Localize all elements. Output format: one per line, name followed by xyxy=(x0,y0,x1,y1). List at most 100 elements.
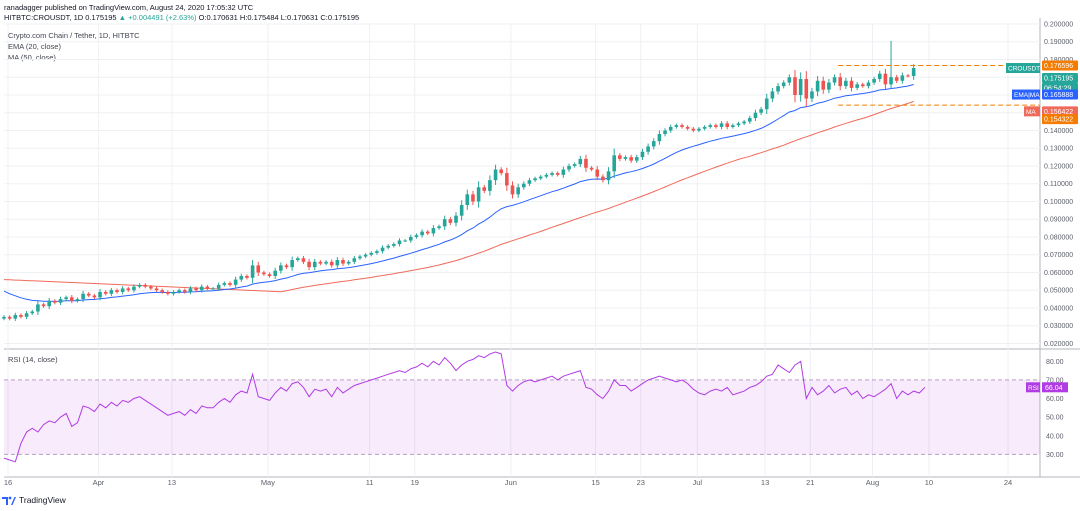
candle-body[interactable] xyxy=(465,194,470,206)
candle-body[interactable] xyxy=(177,290,181,292)
candle-body[interactable] xyxy=(132,286,136,291)
candle-body[interactable] xyxy=(256,265,261,273)
candle-body[interactable] xyxy=(7,316,12,319)
candle-body[interactable] xyxy=(770,91,775,99)
candle-body[interactable] xyxy=(301,258,306,262)
candle-body[interactable] xyxy=(222,283,227,285)
candle-body[interactable] xyxy=(160,290,164,292)
candle-body[interactable] xyxy=(380,247,385,252)
candle-body[interactable] xyxy=(488,180,492,191)
candle-body[interactable] xyxy=(324,261,328,264)
candle-body[interactable] xyxy=(527,180,532,184)
candle-body[interactable] xyxy=(499,169,503,174)
candle-body[interactable] xyxy=(674,125,679,127)
candle-body[interactable] xyxy=(194,288,198,291)
candle-body[interactable] xyxy=(584,158,588,168)
candle-body[interactable] xyxy=(64,297,68,300)
candle-body[interactable] xyxy=(30,311,35,314)
candle-body[interactable] xyxy=(849,80,854,88)
candle-body[interactable] xyxy=(714,125,718,127)
candle-body[interactable] xyxy=(804,79,809,99)
rsi-line[interactable] xyxy=(3,351,926,463)
candle-body[interactable] xyxy=(352,258,357,262)
candle-body[interactable] xyxy=(205,286,210,289)
candle-body[interactable] xyxy=(844,80,848,87)
candle-body[interactable] xyxy=(284,265,289,268)
candle-body[interactable] xyxy=(561,169,566,175)
candle-body[interactable] xyxy=(448,219,453,223)
candle-body[interactable] xyxy=(764,98,769,110)
candle-body[interactable] xyxy=(889,77,893,85)
candle-body[interactable] xyxy=(646,146,650,152)
candle-body[interactable] xyxy=(911,68,916,76)
candle-body[interactable] xyxy=(651,141,656,147)
candle-body[interactable] xyxy=(335,260,340,266)
candle-body[interactable] xyxy=(341,260,345,264)
candle-body[interactable] xyxy=(832,77,837,83)
candle-body[interactable] xyxy=(154,288,159,291)
candle-body[interactable] xyxy=(250,265,255,278)
candle-body[interactable] xyxy=(900,75,905,81)
candle-body[interactable] xyxy=(883,73,888,85)
candle-body[interactable] xyxy=(279,265,283,271)
candle-body[interactable] xyxy=(827,82,831,90)
candle-body[interactable] xyxy=(906,75,910,77)
candle-body[interactable] xyxy=(697,128,701,131)
ema-20-line[interactable] xyxy=(3,84,914,302)
candle-body[interactable] xyxy=(318,261,323,264)
candle-body[interactable] xyxy=(397,240,402,245)
candle-body[interactable] xyxy=(183,290,187,292)
candle-body[interactable] xyxy=(375,251,379,253)
candle-body[interactable] xyxy=(409,236,413,241)
candle-body[interactable] xyxy=(262,272,266,275)
candle-body[interactable] xyxy=(708,125,713,127)
candle-body[interactable] xyxy=(166,291,170,294)
candle-body[interactable] xyxy=(742,121,746,124)
candle-body[interactable] xyxy=(239,276,244,280)
candle-body[interactable] xyxy=(668,126,673,131)
candle-body[interactable] xyxy=(550,173,554,175)
candle-body[interactable] xyxy=(719,123,724,127)
candle-body[interactable] xyxy=(691,128,696,131)
candle-body[interactable] xyxy=(872,79,876,83)
candle-body[interactable] xyxy=(386,245,390,248)
candle-body[interactable] xyxy=(363,254,368,257)
candle-body[interactable] xyxy=(606,171,611,181)
candle-body[interactable] xyxy=(685,126,690,129)
candle-body[interactable] xyxy=(403,240,407,242)
candle-body[interactable] xyxy=(437,226,441,229)
candle-body[interactable] xyxy=(635,157,639,161)
tradingview-footer[interactable]: TradingView xyxy=(2,495,66,505)
candle-body[interactable] xyxy=(24,313,29,317)
candle-body[interactable] xyxy=(781,82,786,87)
candle-body[interactable] xyxy=(109,290,114,294)
candle-body[interactable] xyxy=(41,304,46,307)
candle-body[interactable] xyxy=(725,123,729,127)
candle-body[interactable] xyxy=(482,187,487,191)
candle-body[interactable] xyxy=(522,183,526,188)
candle-body[interactable] xyxy=(98,291,102,298)
candle-body[interactable] xyxy=(753,112,758,119)
candle-body[interactable] xyxy=(296,258,300,261)
candle-body[interactable] xyxy=(75,299,80,301)
candle-body[interactable] xyxy=(454,215,458,223)
candle-body[interactable] xyxy=(861,84,865,87)
candle-body[interactable] xyxy=(894,77,899,81)
candle-body[interactable] xyxy=(629,157,633,161)
candle-body[interactable] xyxy=(53,300,57,303)
candle-body[interactable] xyxy=(143,284,148,287)
candle-body[interactable] xyxy=(137,284,142,287)
candle-body[interactable] xyxy=(211,288,215,290)
ma-legend[interactable]: MA (50, close) xyxy=(8,53,56,62)
candle-body[interactable] xyxy=(821,80,826,90)
candle-body[interactable] xyxy=(516,187,520,195)
candle-body[interactable] xyxy=(420,231,424,236)
candle-body[interactable] xyxy=(425,231,430,234)
candle-body[interactable] xyxy=(866,82,871,87)
candle-body[interactable] xyxy=(188,288,193,292)
candle-body[interactable] xyxy=(414,235,419,237)
candle-body[interactable] xyxy=(555,173,560,175)
candle-body[interactable] xyxy=(267,274,272,277)
candle-body[interactable] xyxy=(273,270,277,277)
